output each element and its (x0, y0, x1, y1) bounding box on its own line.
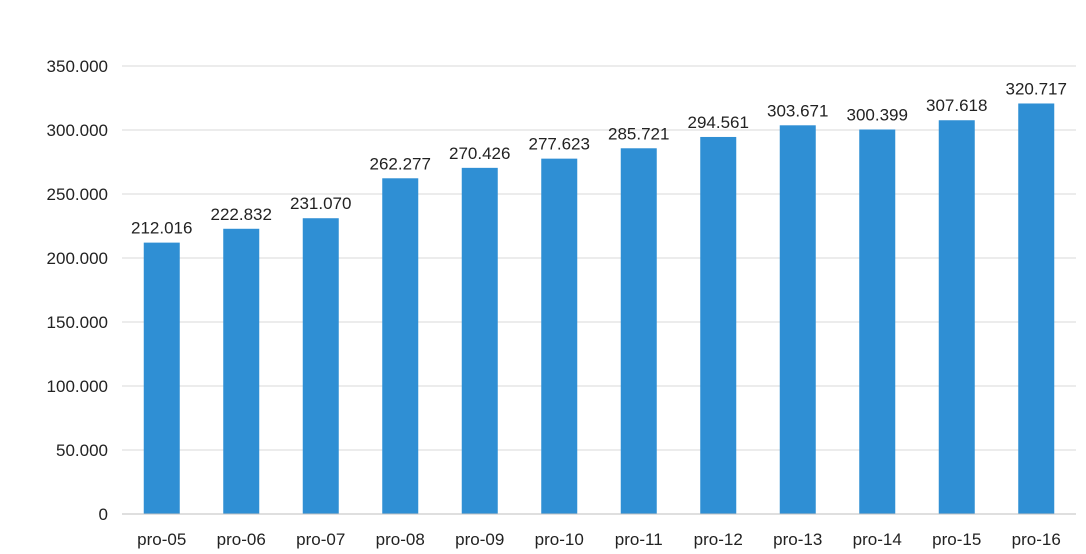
bar-pro-13 (779, 125, 816, 514)
data-label-pro-07: 231.070 (290, 194, 351, 213)
y-tick-label: 250.000 (47, 185, 108, 204)
data-label-pro-15: 307.618 (926, 96, 987, 115)
x-tick-label-pro-05: pro-05 (137, 530, 186, 549)
data-label-pro-13: 303.671 (767, 101, 828, 120)
x-tick-label-pro-16: pro-16 (1012, 530, 1061, 549)
bar-pro-06 (223, 228, 260, 515)
data-label-pro-08: 262.277 (370, 154, 431, 173)
bar-pro-09 (461, 167, 498, 514)
y-tick-label: 100.000 (47, 377, 108, 396)
x-tick-label-pro-15: pro-15 (932, 530, 981, 549)
y-tick-label: 200.000 (47, 249, 108, 268)
y-axis-tick-labels: 0 50.000 100.000 150.000 200.000 250.000 300.0… (47, 57, 108, 524)
x-tick-label-pro-12: pro-12 (694, 530, 743, 549)
y-tick-label: 0 (99, 505, 108, 524)
x-tick-label-pro-10: pro-10 (535, 530, 584, 549)
bar-pro-10 (541, 158, 578, 514)
data-labels: 212.016 222.832 231.070 262.277 270.426 277.6… (131, 79, 1067, 237)
data-label-pro-16: 320.717 (1006, 79, 1067, 98)
data-label-pro-05: 212.016 (131, 219, 192, 238)
bars (143, 103, 1055, 515)
gridlines (122, 65, 1076, 451)
data-label-pro-14: 300.399 (847, 105, 908, 124)
bar-pro-08 (382, 178, 419, 514)
data-label-pro-12: 294.561 (688, 113, 749, 132)
y-tick-label: 50.000 (56, 441, 108, 460)
y-tick-label: 150.000 (47, 313, 108, 332)
bar-pro-16 (1018, 103, 1055, 514)
y-tick-label: 350.000 (47, 57, 108, 76)
bar-pro-07 (302, 218, 339, 514)
data-label-pro-10: 277.623 (529, 135, 590, 154)
x-tick-label-pro-08: pro-08 (376, 530, 425, 549)
x-tick-label-pro-09: pro-09 (455, 530, 504, 549)
x-tick-label-pro-06: pro-06 (217, 530, 266, 549)
bar-pro-12 (700, 136, 737, 514)
bar-pro-11 (620, 148, 657, 515)
data-label-pro-09: 270.426 (449, 144, 510, 163)
x-axis-category-labels: pro-05 pro-06 pro-07 pro-08 pro-09 pro-10 pro-… (137, 530, 1061, 549)
x-tick-label-pro-13: pro-13 (773, 530, 822, 549)
x-tick-label-pro-11: pro-11 (615, 530, 663, 549)
bar-pro-15 (938, 120, 975, 514)
x-tick-label-pro-14: pro-14 (853, 530, 902, 549)
y-tick-label: 300.000 (47, 121, 108, 140)
data-label-pro-06: 222.832 (211, 205, 272, 224)
x-tick-label-pro-07: pro-07 (296, 530, 345, 549)
bar-pro-14 (859, 129, 896, 515)
bar-pro-05 (143, 242, 180, 515)
data-label-pro-11: 285.721 (608, 124, 669, 143)
